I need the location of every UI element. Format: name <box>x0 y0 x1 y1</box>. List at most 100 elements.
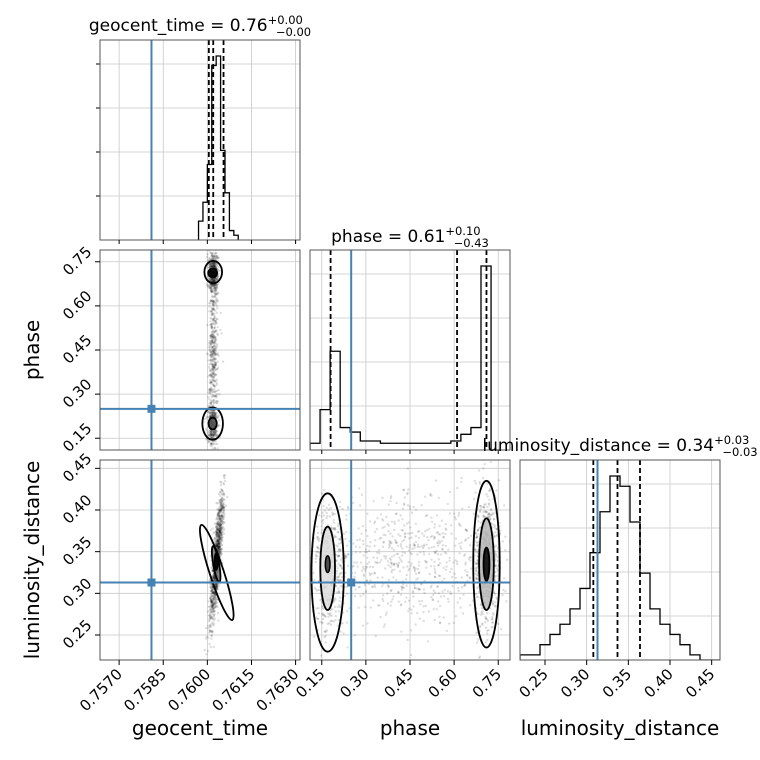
sample-point <box>208 617 211 620</box>
sample-point <box>397 600 400 603</box>
sample-point <box>222 482 225 485</box>
sample-point <box>356 565 359 568</box>
sample-point <box>219 527 222 530</box>
sample-point <box>444 544 447 548</box>
sample-point <box>494 524 497 527</box>
sample-point <box>339 584 342 588</box>
sample-point <box>389 558 393 561</box>
sample-point <box>209 414 212 418</box>
sample-point <box>210 401 213 404</box>
sample-point <box>212 597 215 601</box>
sample-point <box>213 316 216 320</box>
sample-point <box>217 522 220 526</box>
sample-point <box>211 363 214 366</box>
sample-point <box>213 262 216 265</box>
sample-point <box>211 354 215 357</box>
sample-point <box>211 368 215 371</box>
sample-point <box>454 559 457 562</box>
sample-point <box>219 508 223 511</box>
sample-point <box>489 487 492 491</box>
sample-point <box>214 364 217 367</box>
sample-point <box>367 549 371 553</box>
sample-point <box>214 369 217 372</box>
sample-point <box>211 412 215 415</box>
sample-point <box>424 560 428 564</box>
sample-point <box>218 523 222 526</box>
sample-point <box>402 586 405 589</box>
sample-point <box>389 500 392 503</box>
sample-point <box>212 287 215 290</box>
sample-point <box>211 590 214 593</box>
sample-point <box>215 432 218 436</box>
sample-point <box>212 598 216 602</box>
sample-point <box>409 551 412 555</box>
sample-point <box>321 522 324 525</box>
sample-point <box>213 522 216 525</box>
sample-point <box>211 430 214 434</box>
sample-point <box>220 547 224 551</box>
sample-point <box>416 587 419 590</box>
sample-point <box>210 264 213 267</box>
sample-point <box>209 587 212 590</box>
sample-point <box>353 561 356 564</box>
sample-point <box>212 603 215 607</box>
sample-point <box>345 555 348 559</box>
sample-point <box>211 280 214 283</box>
sample-point <box>317 588 321 592</box>
sample-point <box>215 543 218 546</box>
sample-point <box>438 524 441 528</box>
sample-point <box>218 537 221 540</box>
sample-point <box>417 536 421 540</box>
sample-point <box>435 514 439 517</box>
sample-point <box>216 367 219 371</box>
sample-point <box>486 629 489 633</box>
sample-point <box>215 532 218 536</box>
sample-point <box>479 507 482 510</box>
sample-point <box>208 305 211 308</box>
sample-point <box>217 546 220 550</box>
sample-point <box>362 573 366 576</box>
sample-point <box>208 398 211 401</box>
sample-point <box>429 586 433 589</box>
sample-point <box>475 562 479 565</box>
sample-point <box>339 548 343 552</box>
sample-point <box>213 433 217 436</box>
sample-point <box>214 338 217 342</box>
sample-point <box>221 489 224 492</box>
sample-point <box>211 290 214 293</box>
sample-point <box>221 535 224 539</box>
sample-point <box>222 491 225 494</box>
sample-point <box>211 601 214 604</box>
sample-point <box>390 563 393 566</box>
sample-point <box>213 576 216 580</box>
sample-point <box>482 510 485 514</box>
sample-point <box>487 489 491 492</box>
sample-point <box>210 410 214 413</box>
sample-point <box>512 551 514 553</box>
sample-point <box>344 556 347 559</box>
sample-point <box>388 557 391 560</box>
sample-point <box>219 518 222 522</box>
sample-point <box>494 553 497 556</box>
sample-point <box>481 613 484 616</box>
sample-point <box>382 541 385 544</box>
contour-level <box>203 259 223 285</box>
sample-point <box>211 358 215 361</box>
sample-point <box>213 278 216 281</box>
sample-point <box>210 340 214 343</box>
sample-point <box>216 543 219 547</box>
sample-point <box>219 491 222 494</box>
sample-point <box>337 554 340 558</box>
sample-point <box>209 431 212 434</box>
sample-point <box>216 523 220 526</box>
sample-point <box>211 436 214 440</box>
sample-point <box>214 265 217 269</box>
sample-point <box>210 600 214 604</box>
sample-point <box>437 563 440 567</box>
sample-point <box>433 567 436 571</box>
sample-point <box>213 279 216 282</box>
sample-point <box>338 604 341 607</box>
sample-point <box>210 380 213 383</box>
sample-point <box>354 588 357 591</box>
sample-point <box>213 363 216 366</box>
